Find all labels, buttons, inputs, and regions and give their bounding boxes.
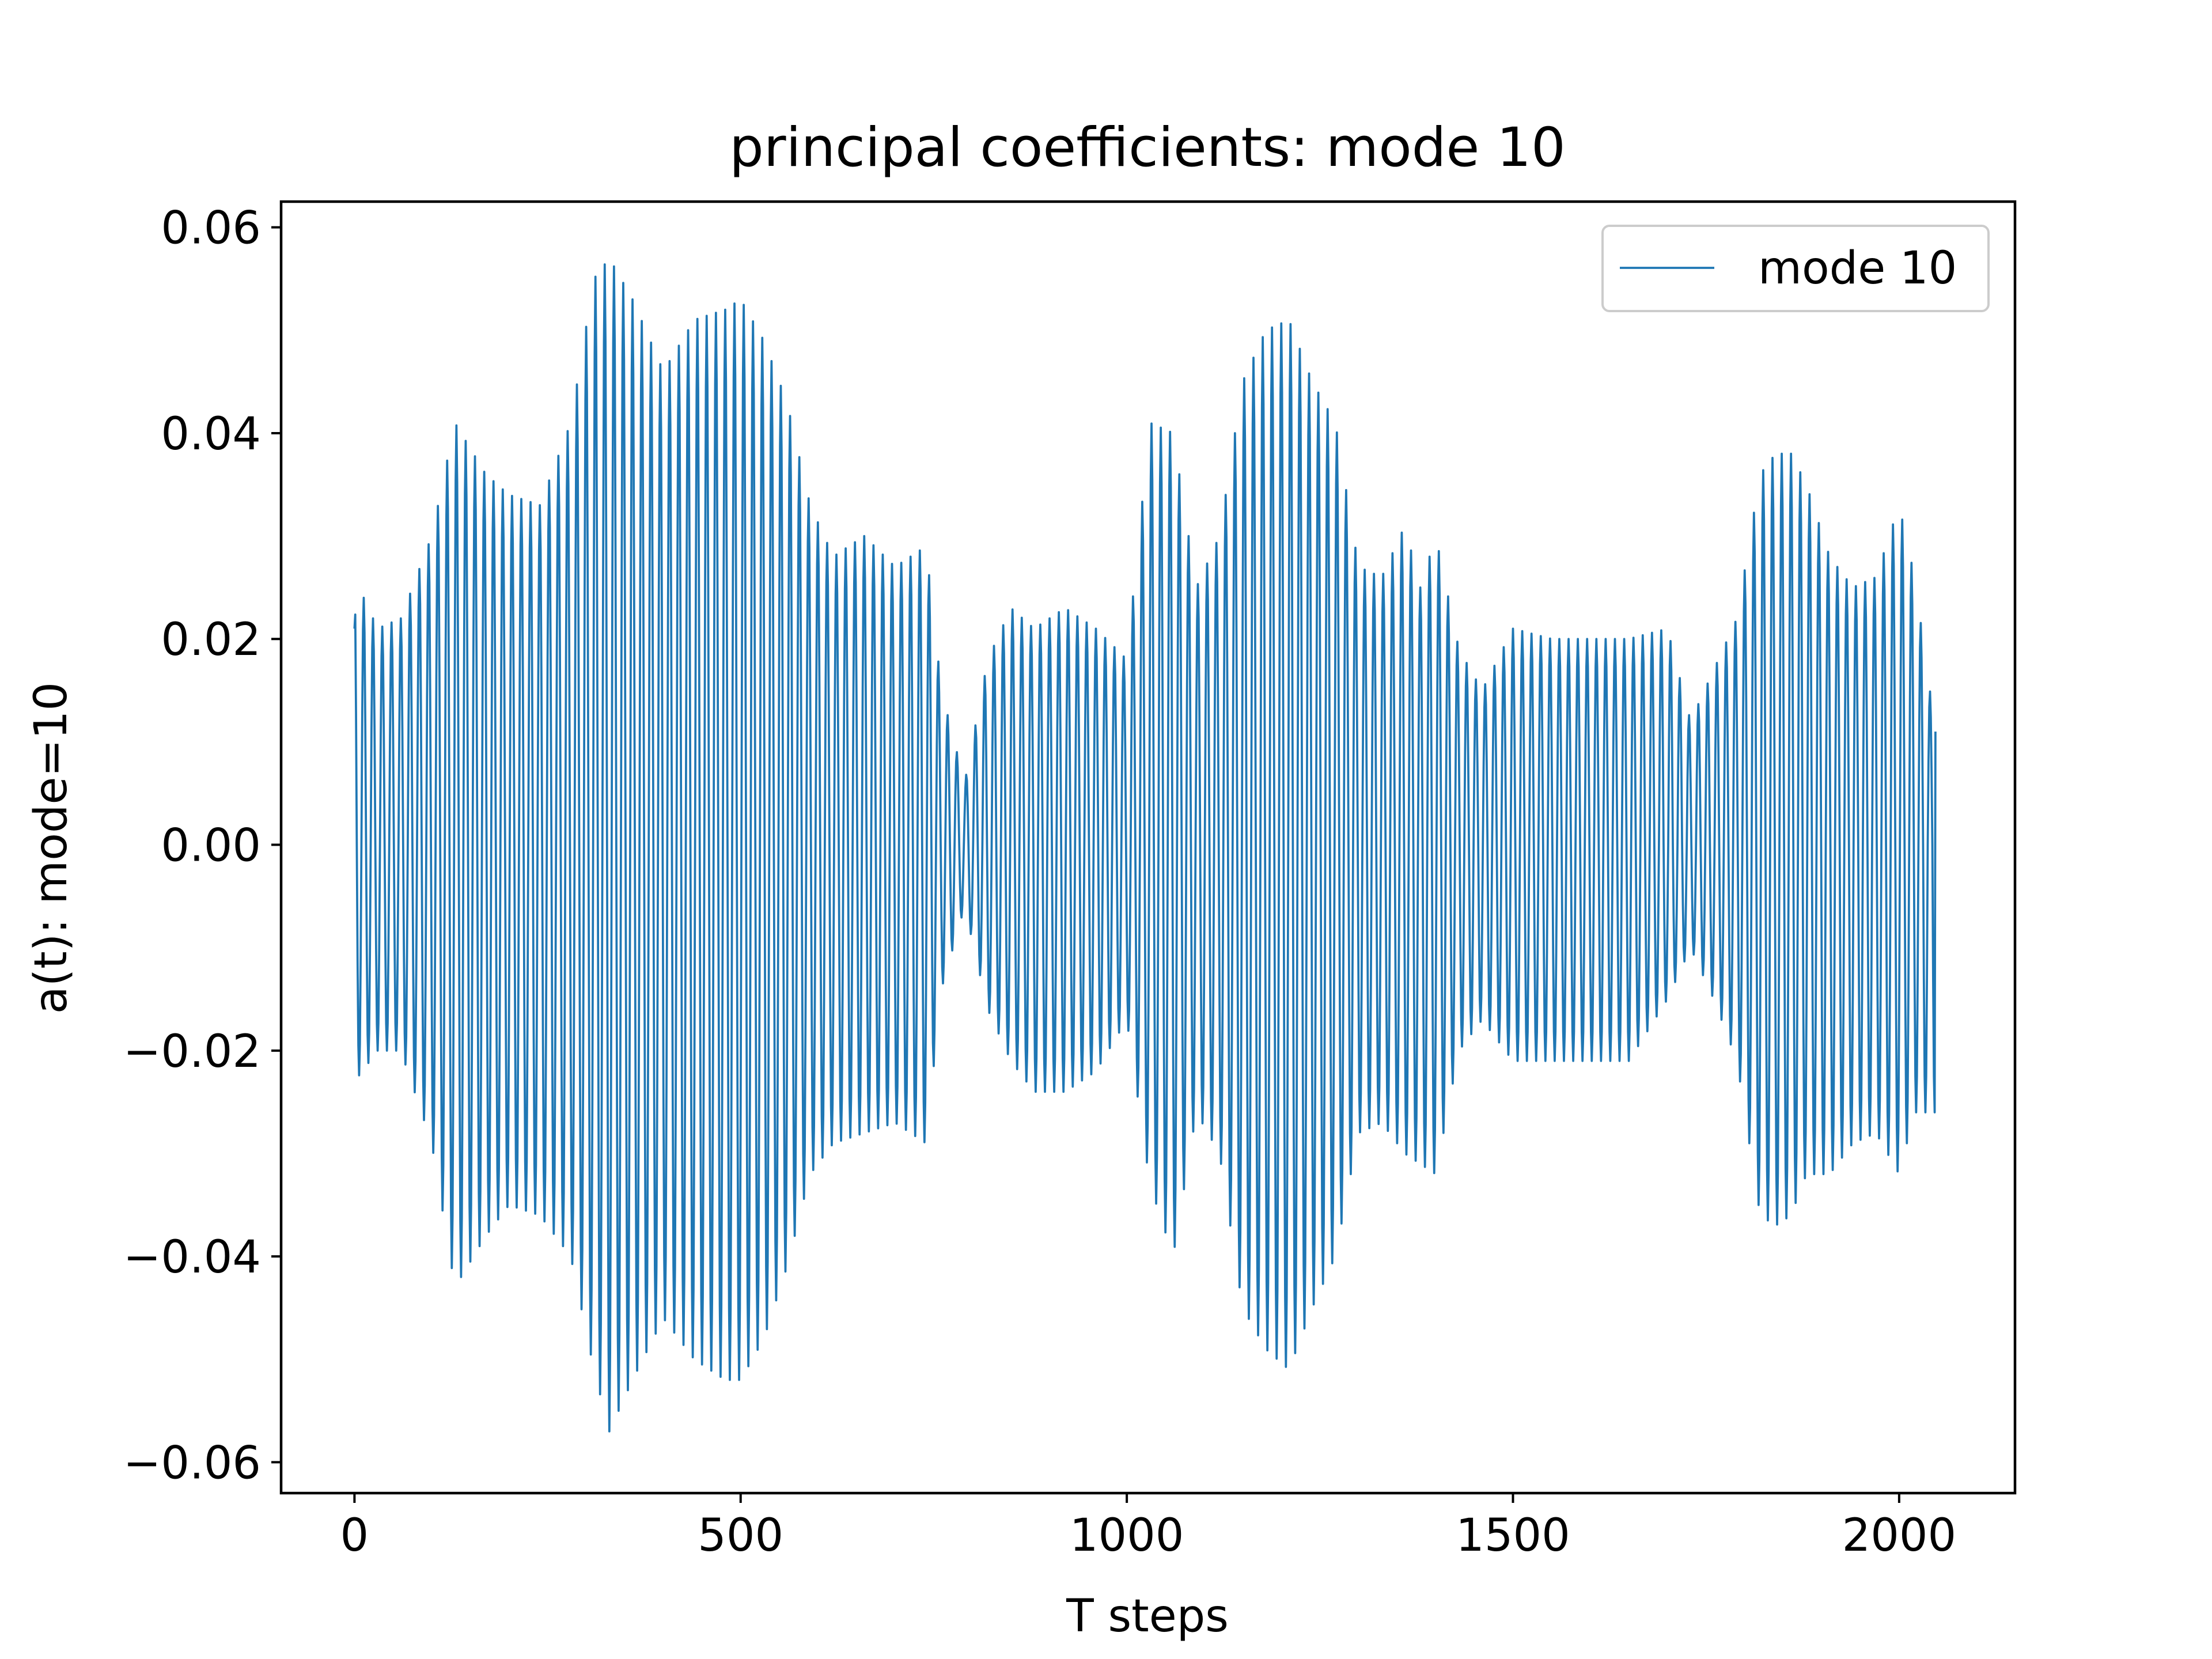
x-tick-label: 500 — [698, 1510, 783, 1562]
y-axis-label: a(t): mode=10 — [25, 682, 77, 1014]
y-tick-label: −0.02 — [123, 1026, 261, 1078]
chart-title: principal coefficients: mode 10 — [729, 116, 1566, 179]
y-tick-label: −0.04 — [123, 1232, 261, 1283]
legend: mode 10 — [1601, 225, 1990, 312]
plot-frame — [279, 200, 2017, 1495]
x-axis-label: T steps — [1066, 1590, 1229, 1642]
series-line-mode-10 — [353, 263, 1937, 1433]
series-layer — [353, 263, 1937, 1433]
x-axis: 0 500 1000 1500 2000 — [340, 1493, 1957, 1562]
plot-area — [279, 200, 2017, 1495]
y-tick-label: 0.00 — [161, 820, 261, 872]
x-tick-label: 2000 — [1842, 1510, 1957, 1562]
x-tick-label: 1000 — [1070, 1510, 1184, 1562]
y-tick-label: 0.04 — [161, 408, 261, 460]
x-tick-label: 0 — [340, 1510, 369, 1562]
y-tick-label: 0.02 — [161, 614, 261, 666]
y-tick-label: −0.06 — [123, 1437, 261, 1489]
legend-label: mode 10 — [1758, 243, 1957, 294]
x-tick-label: 1500 — [1456, 1510, 1570, 1562]
legend-box — [1601, 225, 1990, 312]
y-tick-label: 0.06 — [161, 203, 261, 255]
y-axis: −0.06 −0.04 −0.02 0.00 0.02 0.04 0.06 — [123, 203, 281, 1489]
